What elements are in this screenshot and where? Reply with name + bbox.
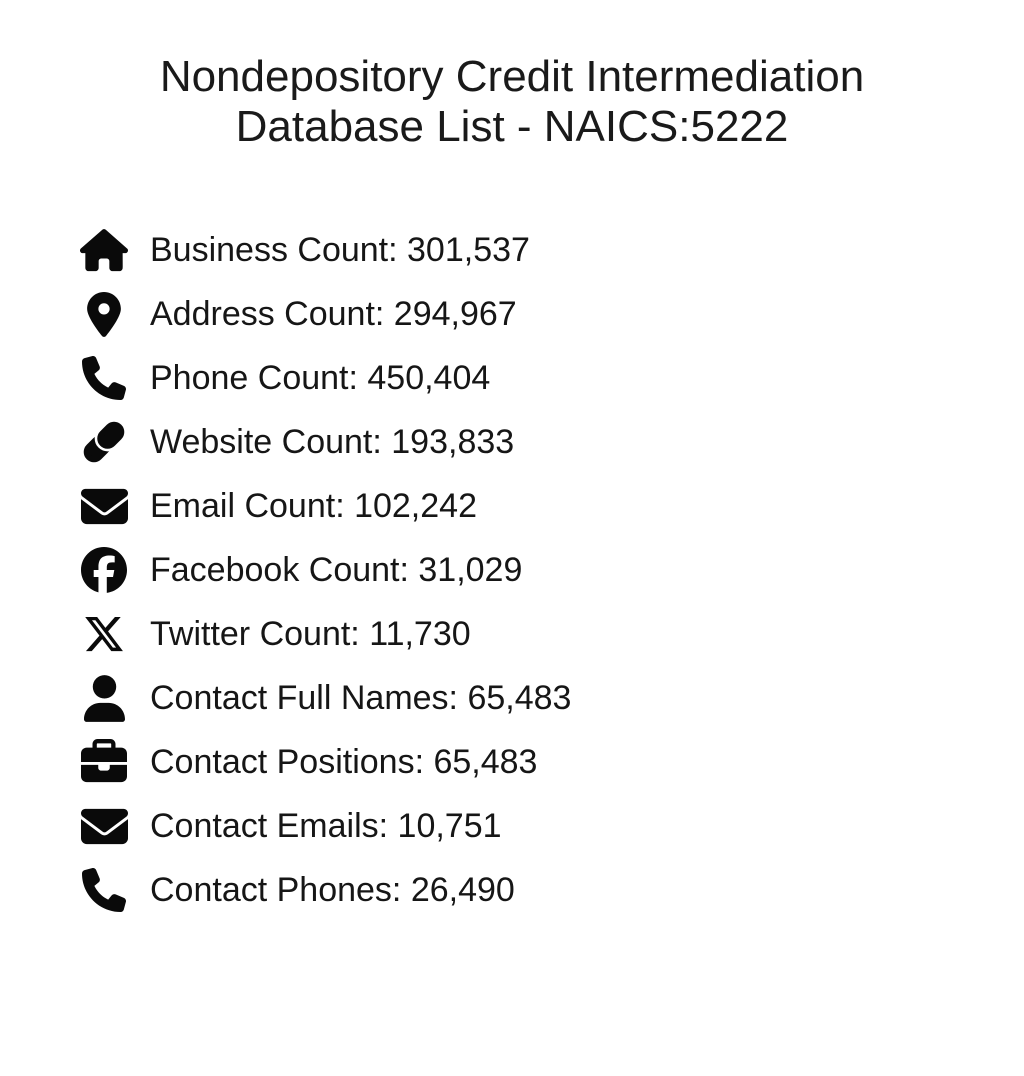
x-twitter-icon xyxy=(78,613,130,655)
stat-row-contact-emails: Contact Emails: 10,751 xyxy=(78,794,1024,858)
stat-text: Twitter Count: 11,730 xyxy=(150,614,471,653)
stat-text: Website Count: 193,833 xyxy=(150,422,515,461)
stat-text: Address Count: 294,967 xyxy=(150,294,517,333)
stat-row-website-count: Website Count: 193,833 xyxy=(78,410,1024,474)
stat-text: Contact Emails: 10,751 xyxy=(150,806,502,845)
stat-row-contact-phones: Contact Phones: 26,490 xyxy=(78,858,1024,922)
stat-text: Contact Positions: 65,483 xyxy=(150,742,538,781)
stat-text: Phone Count: 450,404 xyxy=(150,358,491,397)
stat-text: Business Count: 301,537 xyxy=(150,230,530,269)
stat-text: Contact Phones: 26,490 xyxy=(150,870,515,909)
stat-row-address-count: Address Count: 294,967 xyxy=(78,282,1024,346)
home-icon xyxy=(78,228,130,272)
stat-row-contact-positions: Contact Positions: 65,483 xyxy=(78,730,1024,794)
briefcase-icon xyxy=(78,739,130,785)
stat-row-email-count: Email Count: 102,242 xyxy=(78,474,1024,538)
location-pin-icon xyxy=(78,291,130,337)
stat-text: Email Count: 102,242 xyxy=(150,486,477,525)
phone-icon xyxy=(78,868,130,913)
envelope-icon xyxy=(78,803,130,850)
stat-row-business-count: Business Count: 301,537 xyxy=(78,218,1024,282)
stats-list: Business Count: 301,537 Address Count: 2… xyxy=(78,218,1024,922)
stat-row-phone-count: Phone Count: 450,404 xyxy=(78,346,1024,410)
link-icon xyxy=(78,419,130,465)
page-title: Nondepository Credit Intermediation Data… xyxy=(159,52,865,152)
envelope-icon xyxy=(78,483,130,530)
stat-text: Facebook Count: 31,029 xyxy=(150,550,523,589)
stat-text: Contact Full Names: 65,483 xyxy=(150,678,572,717)
facebook-icon xyxy=(78,547,130,594)
stat-row-twitter-count: Twitter Count: 11,730 xyxy=(78,602,1024,666)
stat-row-facebook-count: Facebook Count: 31,029 xyxy=(78,538,1024,602)
phone-icon xyxy=(78,356,130,401)
user-icon xyxy=(78,674,130,722)
stat-row-contact-full-names: Contact Full Names: 65,483 xyxy=(78,666,1024,730)
